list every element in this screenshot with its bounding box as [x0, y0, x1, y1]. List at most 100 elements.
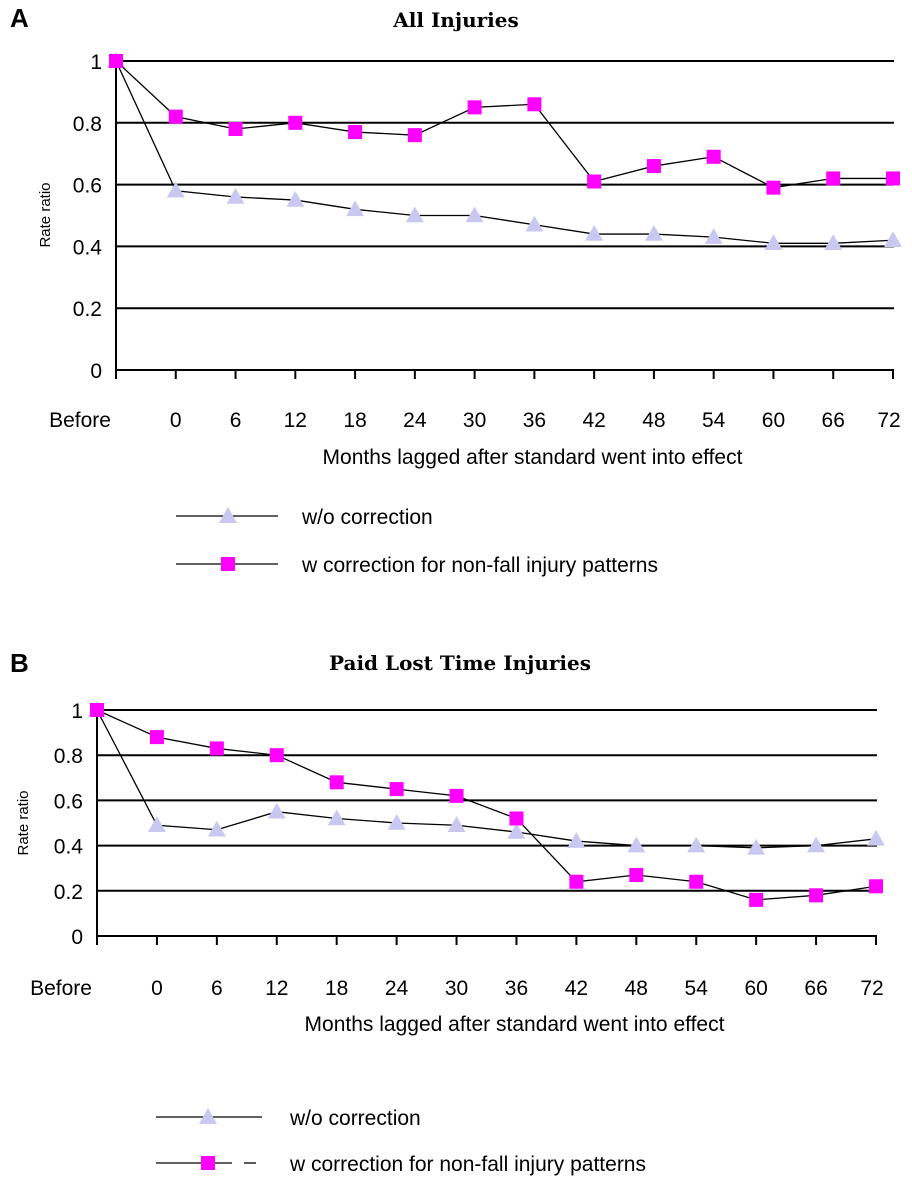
y-tick-label: 0	[90, 360, 102, 383]
data-point-square	[869, 879, 883, 894]
x-tick-label: 0	[151, 977, 163, 1000]
y-tick-label: 0	[71, 926, 83, 949]
series-line	[115, 60, 893, 189]
data-point-triangle	[884, 231, 902, 247]
x-tick-label: 6	[211, 977, 223, 1000]
data-point-triangle	[147, 816, 166, 833]
series-without-correction	[107, 52, 902, 251]
series-with-correction	[109, 54, 900, 195]
data-point-triangle	[405, 206, 424, 223]
data-point-triangle	[346, 200, 365, 217]
data-point-square	[569, 874, 584, 889]
legend-label: w/o correction	[289, 1107, 421, 1130]
x-tick-label: 12	[265, 977, 288, 1000]
x-tick-label: 18	[343, 409, 366, 432]
x-tick-label: 72	[877, 409, 900, 432]
chart-title: Paid Lost Time Injuries	[329, 651, 591, 675]
data-point-square	[90, 703, 104, 717]
y-tick-label: 0.8	[73, 113, 102, 136]
legend-square-icon	[201, 1156, 215, 1170]
series-without-correction	[88, 701, 885, 855]
series-line	[96, 709, 877, 849]
data-point-square	[809, 888, 824, 903]
x-tick-label: 42	[582, 409, 605, 432]
x-tick-label: 30	[445, 977, 468, 1000]
x-tick-label: 66	[804, 977, 827, 1000]
x-axis-title: Months lagged after standard went into e…	[305, 1013, 725, 1036]
y-tick-label: 0.6	[54, 790, 83, 813]
data-point-triangle	[286, 191, 305, 207]
data-point-square	[348, 125, 363, 140]
data-point-square	[886, 171, 900, 186]
data-point-square	[646, 159, 661, 174]
data-point-triangle	[507, 823, 526, 839]
y-tick-label: 1	[71, 700, 83, 723]
series-with-correction	[90, 703, 883, 907]
data-point-triangle	[327, 809, 346, 826]
x-tick-label: 66	[822, 409, 845, 432]
x-tick-label: Before	[30, 977, 92, 1000]
x-tick-label: 48	[642, 409, 665, 432]
x-tick-label: 60	[744, 977, 767, 1000]
data-point-square	[587, 174, 602, 189]
data-point-square	[149, 730, 164, 745]
data-point-square	[706, 149, 721, 164]
data-point-square	[109, 54, 123, 68]
data-point-triangle	[687, 836, 706, 853]
data-point-triangle	[567, 832, 586, 848]
chart-title: All Injuries	[392, 8, 518, 32]
data-point-square	[269, 748, 284, 763]
x-tick-label: 72	[860, 977, 883, 1000]
data-point-square	[527, 97, 542, 112]
y-tick-label: 0.4	[54, 836, 84, 859]
data-point-triangle	[267, 802, 286, 819]
x-tick-label: 12	[284, 409, 307, 432]
y-tick-label: 1	[90, 51, 102, 74]
data-point-square	[389, 782, 404, 797]
legend-triangle-icon	[219, 507, 237, 523]
y-axis-title: Rate ratio	[37, 182, 54, 247]
x-tick-label: 24	[385, 977, 409, 1000]
data-point-square	[689, 874, 704, 889]
data-point-triangle	[807, 836, 826, 853]
data-point-square	[288, 115, 303, 130]
y-tick-label: 0.6	[73, 175, 102, 198]
data-point-square	[509, 811, 524, 826]
x-tick-label: 18	[325, 977, 348, 1000]
y-tick-label: 0.4	[73, 236, 103, 259]
data-point-triangle	[226, 187, 245, 204]
x-tick-label: 24	[403, 409, 427, 432]
data-point-triangle	[387, 814, 406, 830]
data-point-square	[749, 892, 764, 907]
data-point-triangle	[525, 215, 544, 232]
y-axis-title: Rate ratio	[15, 790, 32, 855]
data-point-triangle	[585, 225, 604, 241]
data-point-triangle	[465, 206, 484, 223]
data-point-square	[449, 788, 464, 803]
y-tick-label: 0.2	[54, 881, 83, 904]
x-axis-title: Months lagged after standard went into e…	[323, 446, 743, 469]
data-point-triangle	[824, 234, 843, 251]
data-point-triangle	[867, 829, 885, 846]
legend: w/o correction w correction for non-fall …	[176, 506, 658, 577]
data-point-triangle	[207, 820, 226, 837]
data-point-square	[168, 109, 183, 124]
data-point-square	[329, 775, 344, 790]
legend-label: w correction for non-fall injury pattern…	[289, 1153, 646, 1176]
data-point-square	[467, 100, 482, 115]
data-point-square	[766, 180, 781, 195]
x-tick-label: 48	[625, 977, 648, 1000]
panel-label: B	[10, 648, 29, 678]
x-tick-label: 60	[762, 409, 785, 432]
x-tick-label: 0	[170, 409, 182, 432]
x-tick-label: 30	[463, 409, 486, 432]
data-point-square	[228, 121, 243, 136]
data-point-triangle	[764, 234, 783, 251]
data-point-square	[209, 741, 224, 756]
x-tick-label: 6	[230, 409, 242, 432]
data-point-triangle	[644, 225, 663, 241]
data-point-triangle	[704, 228, 723, 244]
y-tick-label: 0.2	[73, 298, 102, 321]
data-point-triangle	[166, 181, 185, 198]
